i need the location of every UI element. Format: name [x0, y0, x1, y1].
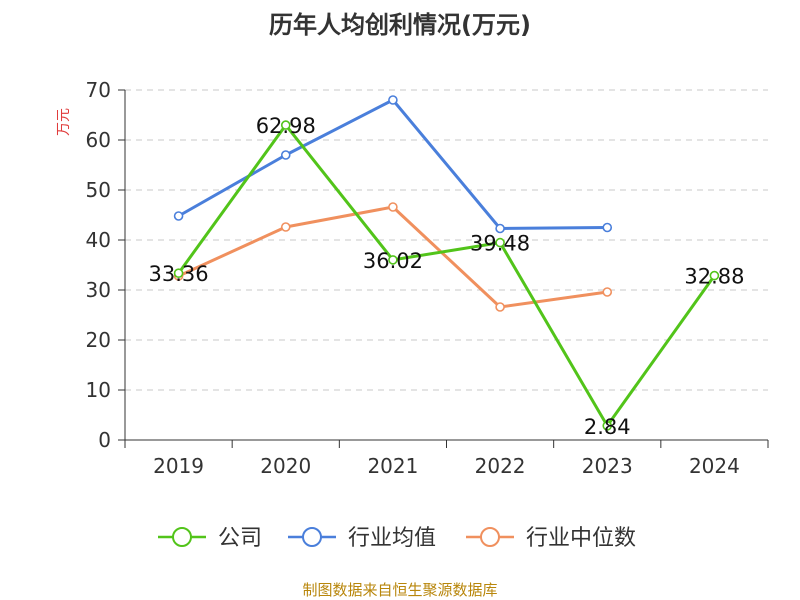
- legend-marker: [302, 527, 322, 547]
- data-point: [388, 255, 398, 265]
- data-point: [602, 420, 613, 431]
- data-point: [388, 202, 398, 212]
- x-tick-label: 2019: [153, 454, 204, 478]
- legend: 公司 行业均值 行业中位数: [158, 526, 636, 551]
- series-line-0: [177, 123, 716, 428]
- y-tick-label: 10: [86, 378, 111, 402]
- data-point: [173, 211, 184, 221]
- y-axis-label: 万元: [56, 108, 72, 136]
- data-label: 36.02: [363, 249, 423, 273]
- data-point: [280, 150, 291, 160]
- data-point: [388, 95, 398, 105]
- data-point: [495, 237, 505, 248]
- axes: 0 10 20 30 40 50 60 70 2019 2020 2021 2022 2023 2024: [86, 78, 769, 478]
- legend-label: 行业均值: [348, 526, 436, 551]
- data-label: 2.84: [584, 415, 631, 439]
- y-tick-label: 70: [86, 78, 111, 102]
- x-tick-label: 2023: [582, 454, 633, 478]
- data-label: 33.36: [149, 262, 209, 286]
- legend-label: 公司: [218, 526, 262, 551]
- legend-marker: [480, 527, 500, 547]
- data-point: [495, 223, 505, 234]
- source-note: 制图数据来自恒生聚源数据库: [302, 581, 497, 599]
- grid-lines: [125, 89, 768, 391]
- y-tick-label: 0: [98, 428, 111, 452]
- x-tick-label: 2021: [367, 454, 418, 478]
- legend-label: 行业中位数: [526, 526, 636, 551]
- x-tick-label: 2020: [260, 454, 311, 478]
- chart-title: 历年人均创利情况(万元): [269, 11, 531, 39]
- x-tick-label: 2022: [475, 454, 526, 478]
- data-point: [602, 287, 613, 297]
- y-tick-label: 20: [86, 328, 111, 352]
- data-label: 39.48: [470, 232, 530, 256]
- data-point: [280, 120, 291, 130]
- y-tick-label: 40: [86, 228, 111, 252]
- data-point: [495, 302, 505, 312]
- data-label: 32.88: [684, 265, 744, 289]
- y-tick-label: 50: [86, 178, 111, 202]
- x-tick-label: 2024: [689, 454, 740, 478]
- data-point: [602, 222, 613, 233]
- data-point: [173, 268, 184, 279]
- y-tick-label: 60: [86, 128, 111, 152]
- y-tick-label: 30: [86, 278, 111, 302]
- data-point: [709, 270, 720, 281]
- series-lines: [173, 95, 720, 431]
- data-label: 62.98: [256, 114, 316, 138]
- data-point: [280, 222, 291, 232]
- data-labels: 33.36 62.98 36.02 39.48 2.84 32.88: [149, 114, 745, 439]
- legend-marker: [172, 527, 192, 547]
